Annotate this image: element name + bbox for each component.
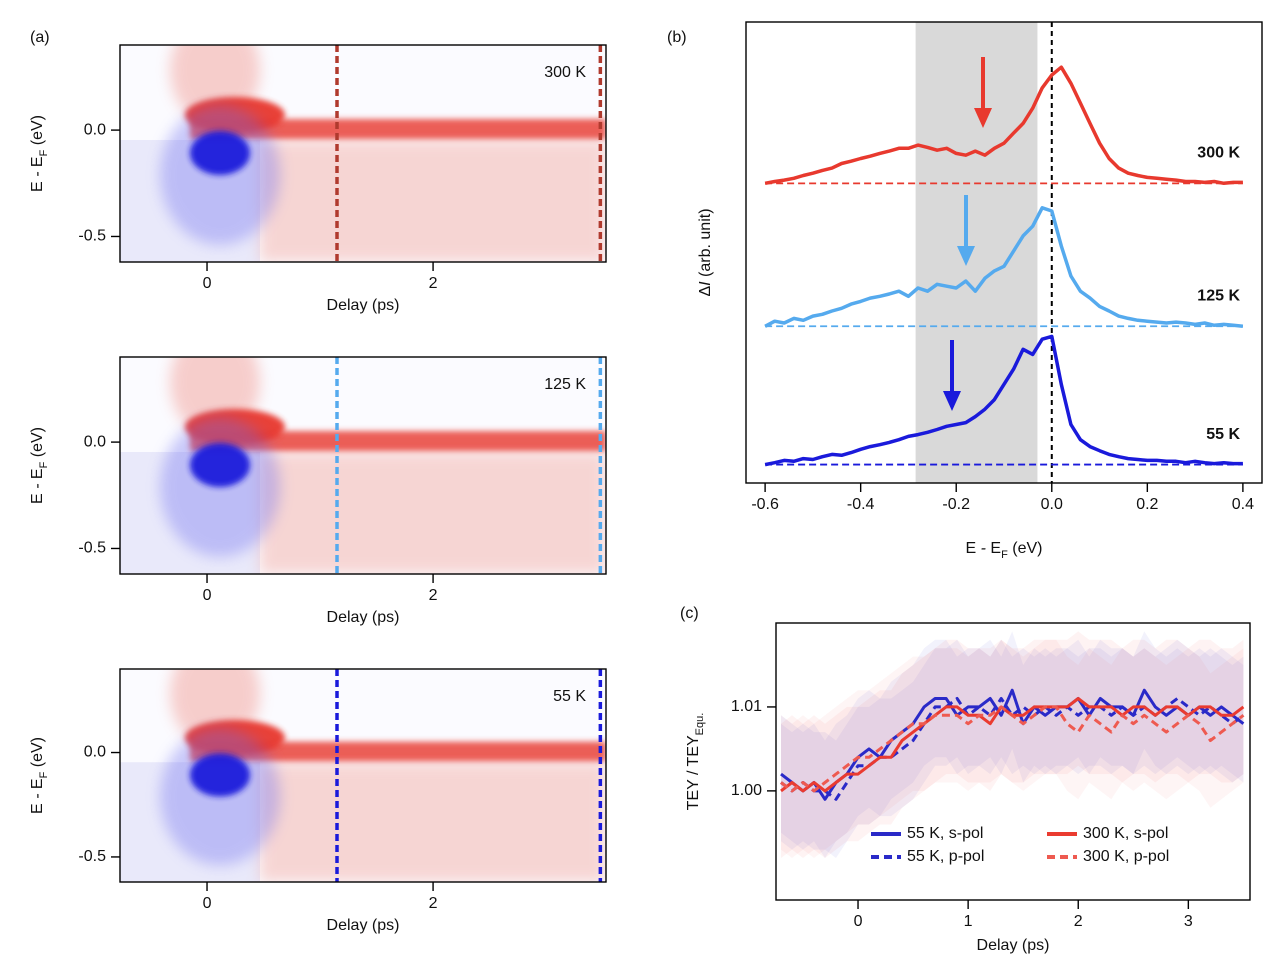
spectrum-line bbox=[764, 334, 1243, 467]
x-axis-label-part: E bbox=[990, 540, 1001, 557]
x-tick-label: 0.0 bbox=[1041, 496, 1063, 513]
y-axis-label-part: E bbox=[29, 778, 46, 789]
y-tick-label: 0.0 bbox=[84, 433, 106, 450]
x-axis-label: Delay (ps) bbox=[327, 297, 400, 314]
series-label: 125 K bbox=[1197, 287, 1240, 304]
y-axis-label-part: E bbox=[29, 468, 46, 479]
temperature-label: 55 K bbox=[553, 688, 586, 705]
y-axis-label: E - EF (eV) bbox=[29, 115, 50, 192]
error-band bbox=[781, 631, 1244, 858]
y-axis-label-part: (arb. unit) bbox=[697, 208, 714, 281]
x-tick-label: -0.4 bbox=[847, 496, 875, 513]
x-tick-label: 0.4 bbox=[1232, 496, 1254, 513]
heatmap-image bbox=[120, 640, 606, 882]
x-axis-label-part: - bbox=[976, 540, 990, 557]
y-axis-label-part: TEY / TEY bbox=[685, 735, 702, 810]
legend-label: 300 K, s-pol bbox=[1083, 825, 1168, 842]
y-axis-label-part: - bbox=[29, 789, 46, 803]
series-label: 300 K bbox=[1197, 145, 1240, 162]
y-axis-label-part: E bbox=[29, 181, 46, 192]
plot-frame bbox=[775, 622, 1251, 901]
x-tick-label: 2 bbox=[429, 275, 438, 292]
y-axis-label-part: E bbox=[29, 803, 46, 814]
y-axis-label-part: Δ bbox=[697, 286, 714, 297]
legend-label: 55 K, s-pol bbox=[907, 825, 983, 842]
tey-line bbox=[780, 705, 1245, 793]
plot-frame bbox=[119, 356, 607, 575]
plot-area bbox=[780, 631, 1245, 858]
error-band bbox=[781, 639, 1244, 858]
y-axis-label-part: - bbox=[29, 167, 46, 181]
y-axis-label-part: F bbox=[38, 771, 50, 778]
y-tick-label: 1.01 bbox=[731, 698, 762, 715]
plot-frame bbox=[119, 668, 607, 883]
x-axis-label-part: E bbox=[966, 540, 977, 557]
x-tick-label: 0.2 bbox=[1136, 496, 1158, 513]
x-tick-label: 1 bbox=[964, 913, 973, 930]
y-axis-label-part: (eV) bbox=[29, 115, 46, 150]
x-axis-label: Delay (ps) bbox=[327, 609, 400, 626]
y-axis-label: ΔI (arb. unit) bbox=[697, 208, 714, 296]
y-axis-label-part: - bbox=[29, 479, 46, 493]
y-axis-label: TEY / TEYEqu. bbox=[685, 713, 706, 811]
x-tick-label: 2 bbox=[429, 895, 438, 912]
x-axis-label-part: F bbox=[1001, 549, 1008, 561]
y-axis-label-part: I bbox=[697, 281, 714, 286]
legend-label: 300 K, p-pol bbox=[1083, 848, 1169, 865]
x-axis-label: E - EF (eV) bbox=[966, 540, 1043, 561]
plot-frame bbox=[745, 21, 1263, 484]
panel-label: (a) bbox=[30, 29, 50, 46]
y-tick-label: 0.0 bbox=[84, 744, 106, 761]
y-axis-label-part: F bbox=[38, 461, 50, 468]
x-tick-label: 3 bbox=[1184, 913, 1193, 930]
arrows bbox=[943, 57, 992, 411]
plot-frame bbox=[119, 44, 607, 263]
x-tick-label: 0 bbox=[203, 587, 212, 604]
y-tick-label: -0.5 bbox=[78, 540, 106, 557]
x-tick-label: 0 bbox=[203, 275, 212, 292]
y-axis-label: E - EF (eV) bbox=[29, 737, 50, 814]
x-axis-label: Delay (ps) bbox=[977, 937, 1050, 954]
x-tick-label: 2 bbox=[1074, 913, 1083, 930]
shaded-region bbox=[915, 22, 1038, 483]
y-axis-label-part: E bbox=[29, 156, 46, 167]
y-tick-label: -0.5 bbox=[78, 228, 106, 245]
y-axis-label-part: (eV) bbox=[29, 427, 46, 462]
x-tick-label: -0.6 bbox=[751, 496, 779, 513]
x-axis-label-part: (eV) bbox=[1008, 540, 1043, 557]
x-tick-label: 2 bbox=[429, 587, 438, 604]
temperature-label: 125 K bbox=[544, 376, 586, 393]
x-tick-label: 0 bbox=[854, 913, 863, 930]
x-axis-label: Delay (ps) bbox=[327, 917, 400, 934]
y-axis-label-part: Equ. bbox=[694, 713, 706, 736]
x-tick-label: 0 bbox=[203, 895, 212, 912]
spectrum-line bbox=[764, 65, 1243, 186]
panel-label: (c) bbox=[680, 605, 699, 622]
y-axis-label-part: (eV) bbox=[29, 737, 46, 772]
error-band bbox=[781, 639, 1244, 858]
heatmap-image bbox=[120, 15, 606, 262]
y-axis-label-part: F bbox=[38, 149, 50, 156]
y-axis-label-part: E bbox=[29, 493, 46, 504]
heatmap-image bbox=[120, 327, 606, 574]
y-tick-label: -0.5 bbox=[78, 848, 106, 865]
y-tick-label: 0.0 bbox=[84, 121, 106, 138]
x-tick-label: -0.2 bbox=[942, 496, 970, 513]
y-tick-label: 1.00 bbox=[731, 782, 762, 799]
legend-label: 55 K, p-pol bbox=[907, 848, 984, 865]
y-axis-label: E - EF (eV) bbox=[29, 427, 50, 504]
panel-label: (b) bbox=[667, 29, 687, 46]
temperature-label: 300 K bbox=[544, 64, 586, 81]
error-band bbox=[781, 631, 1244, 858]
series-label: 55 K bbox=[1206, 426, 1240, 443]
spectrum-line bbox=[764, 206, 1244, 329]
